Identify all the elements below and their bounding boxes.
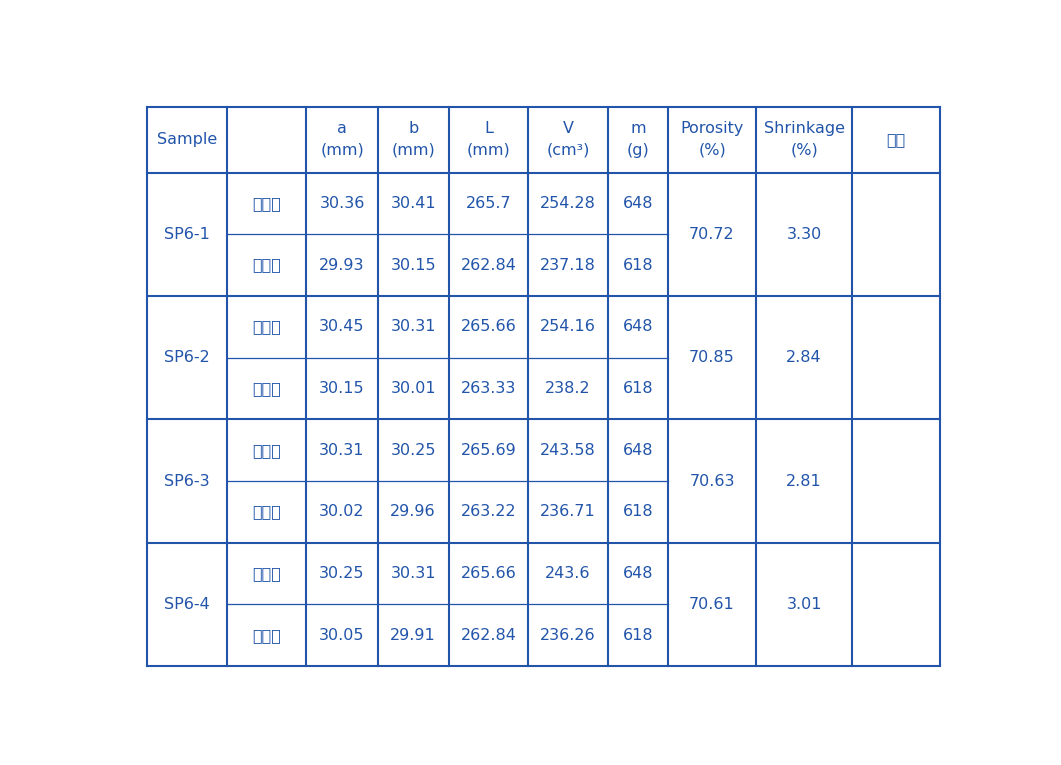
Text: 254.28: 254.28 [540,196,596,211]
Text: 265.66: 265.66 [460,566,517,581]
Text: 30.36: 30.36 [319,196,365,211]
Text: 263.22: 263.22 [460,504,517,519]
Text: 30.01: 30.01 [390,381,436,396]
Text: (mm): (mm) [467,142,510,158]
Text: 2.81: 2.81 [786,474,822,489]
Text: (%): (%) [790,142,818,158]
Text: 265.66: 265.66 [460,319,517,334]
Text: 30.15: 30.15 [319,381,365,396]
Text: 30.31: 30.31 [390,566,436,581]
Text: b: b [408,122,418,136]
Text: Porosity: Porosity [680,122,744,136]
Text: 30.05: 30.05 [319,628,365,643]
Text: 소결체: 소결체 [253,628,281,643]
Text: 265.69: 265.69 [460,443,517,457]
Text: 618: 618 [623,504,654,519]
Text: 618: 618 [623,628,654,643]
Text: 30.15: 30.15 [390,258,436,272]
Text: (g): (g) [627,142,649,158]
Text: 성형체: 성형체 [253,443,281,457]
Text: V: V [562,122,574,136]
Text: 648: 648 [623,319,654,334]
Text: 소결체: 소결체 [253,504,281,519]
Text: 262.84: 262.84 [460,258,517,272]
Text: SP6-2: SP6-2 [164,350,210,365]
Text: Shrinkage: Shrinkage [764,122,845,136]
Text: a: a [337,122,347,136]
Text: 29.91: 29.91 [390,628,436,643]
Text: 29.93: 29.93 [319,258,365,272]
Text: 243.6: 243.6 [545,566,591,581]
Text: SP6-3: SP6-3 [164,474,210,489]
Text: 618: 618 [623,381,654,396]
Text: 30.02: 30.02 [319,504,365,519]
Text: 성형체: 성형체 [253,319,281,334]
Text: 29.96: 29.96 [390,504,436,519]
Text: 648: 648 [623,566,654,581]
Text: 254.16: 254.16 [540,319,596,334]
Text: (mm): (mm) [392,142,435,158]
Text: 30.25: 30.25 [390,443,436,457]
Text: 30.25: 30.25 [319,566,365,581]
Text: 성형체: 성형체 [253,196,281,211]
Text: SP6-4: SP6-4 [164,597,210,612]
Text: 237.18: 237.18 [540,258,596,272]
Text: 265.7: 265.7 [466,196,511,211]
Text: 648: 648 [623,196,654,211]
Text: 648: 648 [623,443,654,457]
Text: m: m [630,122,646,136]
Text: 소결체: 소결체 [253,258,281,272]
Text: 3.01: 3.01 [786,597,822,612]
Text: Sample: Sample [157,132,218,147]
Text: 236.26: 236.26 [540,628,596,643]
Text: 2.84: 2.84 [786,350,822,365]
Text: 243.58: 243.58 [540,443,596,457]
Text: 262.84: 262.84 [460,628,517,643]
Text: 70.85: 70.85 [690,350,735,365]
Text: 30.45: 30.45 [319,319,365,334]
Text: 소결체: 소결체 [253,381,281,396]
Text: L: L [484,122,493,136]
Text: 70.61: 70.61 [690,597,735,612]
Text: 618: 618 [623,258,654,272]
Text: 236.71: 236.71 [540,504,596,519]
Text: 30.31: 30.31 [390,319,436,334]
Text: 30.41: 30.41 [390,196,436,211]
Text: 238.2: 238.2 [545,381,591,396]
Text: (cm³): (cm³) [546,142,590,158]
Text: SP6-1: SP6-1 [164,226,210,242]
Text: 70.72: 70.72 [690,226,735,242]
Text: 263.33: 263.33 [460,381,517,396]
Text: 70.63: 70.63 [690,474,735,489]
Text: (%): (%) [698,142,726,158]
Text: 성형체: 성형체 [253,566,281,581]
Text: (mm): (mm) [320,142,364,158]
Text: 30.31: 30.31 [319,443,365,457]
Text: 3.30: 3.30 [786,226,821,242]
Text: 비고: 비고 [887,132,906,147]
